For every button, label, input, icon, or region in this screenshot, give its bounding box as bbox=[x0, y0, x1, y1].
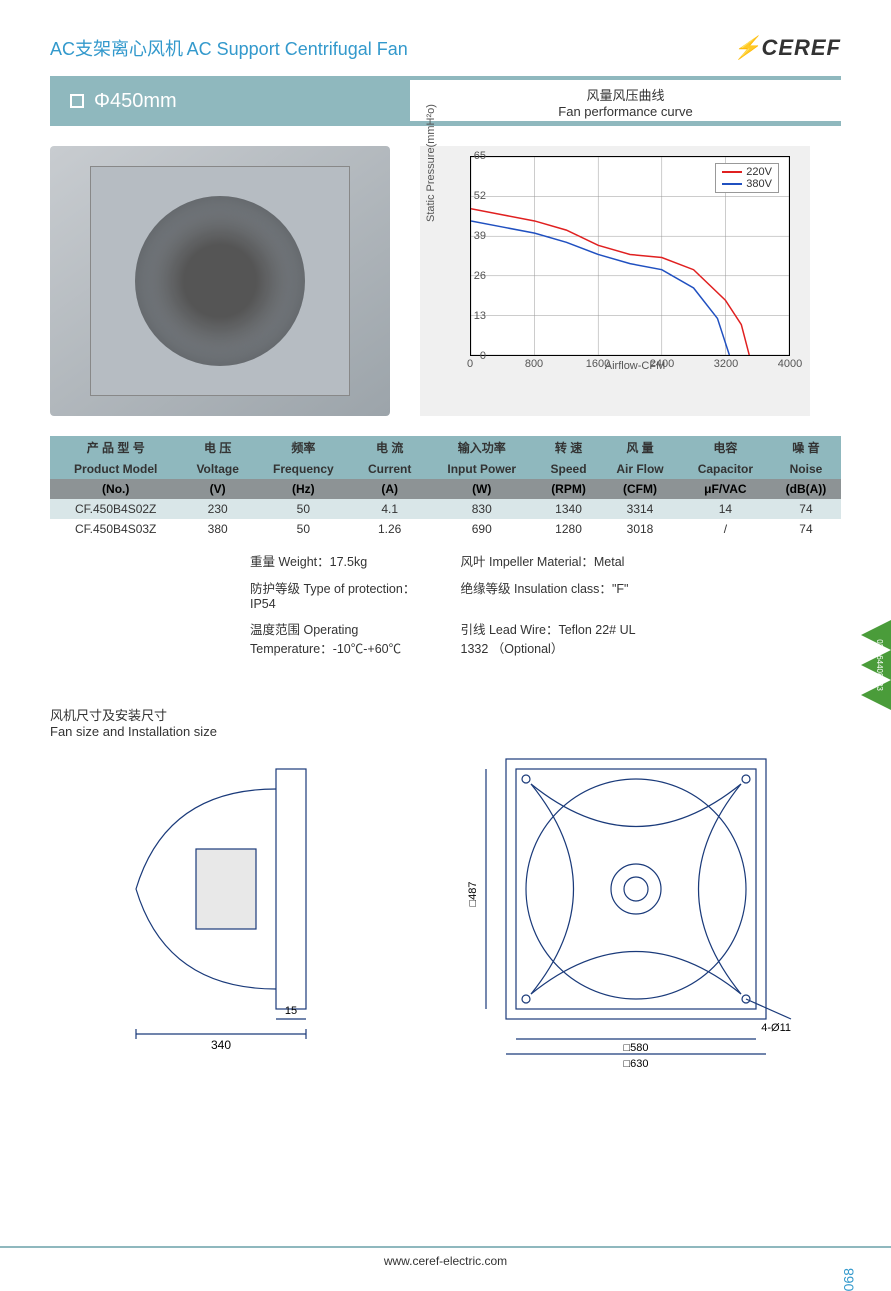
dimension-title: 风机尺寸及安装尺寸 Fan size and Installation size bbox=[50, 705, 841, 739]
spec-temperature: 温度范围 Operating Temperature：-10℃-+60℃ bbox=[250, 619, 431, 657]
svg-text:021-64408223: 021-64408223 bbox=[875, 639, 884, 691]
fan-plate bbox=[90, 166, 350, 396]
curve-title: 风量风压曲线 Fan performance curve bbox=[410, 80, 841, 122]
dim-title-en: Fan size and Installation size bbox=[50, 724, 841, 739]
footer-url: www.ceref-electric.com bbox=[384, 1254, 507, 1268]
title-english: AC Support Centrifugal Fan bbox=[187, 39, 408, 59]
spec-protection: 防护等级 Type of protection：IP54 bbox=[250, 578, 431, 611]
side-view-drawing: 340 15 bbox=[76, 749, 406, 1079]
fan-render-image bbox=[50, 146, 390, 416]
diameter-text: Φ450mm bbox=[94, 90, 177, 113]
extra-specs: 重量 Weight：17.5kg 风叶 Impeller Material：Me… bbox=[50, 539, 841, 675]
size-label: Φ450mm bbox=[50, 76, 410, 126]
spec-insulation: 绝缘等级 Insulation class："F" bbox=[461, 578, 642, 611]
spec-leadwire: 引线 Lead Wire：Teflon 22# UL 1332 （Optiona… bbox=[461, 619, 642, 657]
svg-text:4-Ø11: 4-Ø11 bbox=[761, 1022, 791, 1034]
title-chinese: AC支架离心风机 bbox=[50, 39, 183, 59]
curve-title-cn: 风量风压曲线 bbox=[410, 85, 841, 104]
legend-item-220v: 220V bbox=[722, 166, 772, 178]
checkbox-icon bbox=[70, 94, 84, 108]
chart-y-axis-label: Static Pressure(mmH²o) bbox=[425, 104, 437, 222]
page-number: 068 bbox=[840, 1268, 856, 1291]
performance-chart: Static Pressure(mmH²o) 220V 380V Airflow… bbox=[420, 146, 810, 416]
front-view-drawing: □580 □630 □487 4-Ø11 bbox=[456, 749, 816, 1079]
spec-table: 产 品 型 号电 压频率电 流输入功率转 速风 量电容噪 音 Product M… bbox=[50, 436, 841, 539]
chart-plot-area: 220V 380V bbox=[470, 156, 790, 356]
spec-impeller: 风叶 Impeller Material：Metal bbox=[461, 551, 642, 570]
table-header-units: (No.)(V)(Hz)(A)(W)(RPM)(CFM)μF/VAC(dB(A)… bbox=[50, 479, 841, 499]
table-row: CF.450B4S03Z380501.2669012803018/74 bbox=[50, 519, 841, 539]
legend-item-380v: 380V bbox=[722, 178, 772, 190]
svg-text:□580: □580 bbox=[623, 1042, 648, 1054]
table-body: CF.450B4S02Z230504.1830134033141474CF.45… bbox=[50, 499, 841, 539]
logo-text: CEREF bbox=[761, 35, 841, 60]
bolt-icon: ⚡ bbox=[733, 35, 761, 60]
chart-x-axis-label: Airflow-CFM bbox=[470, 360, 800, 372]
size-banner: Φ450mm 风量风压曲线 Fan performance curve bbox=[50, 76, 841, 126]
fan-impeller-hole bbox=[135, 196, 305, 366]
table-header-english: Product ModelVoltageFrequencyCurrentInpu… bbox=[50, 459, 841, 479]
dim-title-cn: 风机尺寸及安装尺寸 bbox=[50, 705, 841, 724]
mid-section: Static Pressure(mmH²o) 220V 380V Airflow… bbox=[0, 126, 891, 426]
svg-text:□630: □630 bbox=[623, 1058, 648, 1070]
svg-text:□487: □487 bbox=[467, 882, 479, 907]
table-row: CF.450B4S02Z230504.1830134033141474 bbox=[50, 499, 841, 519]
svg-text:15: 15 bbox=[284, 1005, 296, 1017]
page-title: AC支架离心风机 AC Support Centrifugal Fan bbox=[50, 35, 408, 61]
table-header-chinese: 产 品 型 号电 压频率电 流输入功率转 速风 量电容噪 音 bbox=[50, 436, 841, 459]
chart-legend: 220V 380V bbox=[715, 163, 779, 193]
svg-text:340: 340 bbox=[210, 1038, 230, 1052]
dimension-drawings: 340 15 □580 □630 □487 4-Ø11 bbox=[0, 749, 891, 1079]
page-footer: www.ceref-electric.com bbox=[0, 1246, 891, 1268]
page-header: AC支架离心风机 AC Support Centrifugal Fan ⚡CER… bbox=[0, 0, 891, 71]
brand-logo: ⚡CEREF bbox=[733, 35, 841, 61]
spec-weight: 重量 Weight：17.5kg bbox=[250, 551, 431, 570]
curve-title-en: Fan performance curve bbox=[410, 104, 841, 119]
